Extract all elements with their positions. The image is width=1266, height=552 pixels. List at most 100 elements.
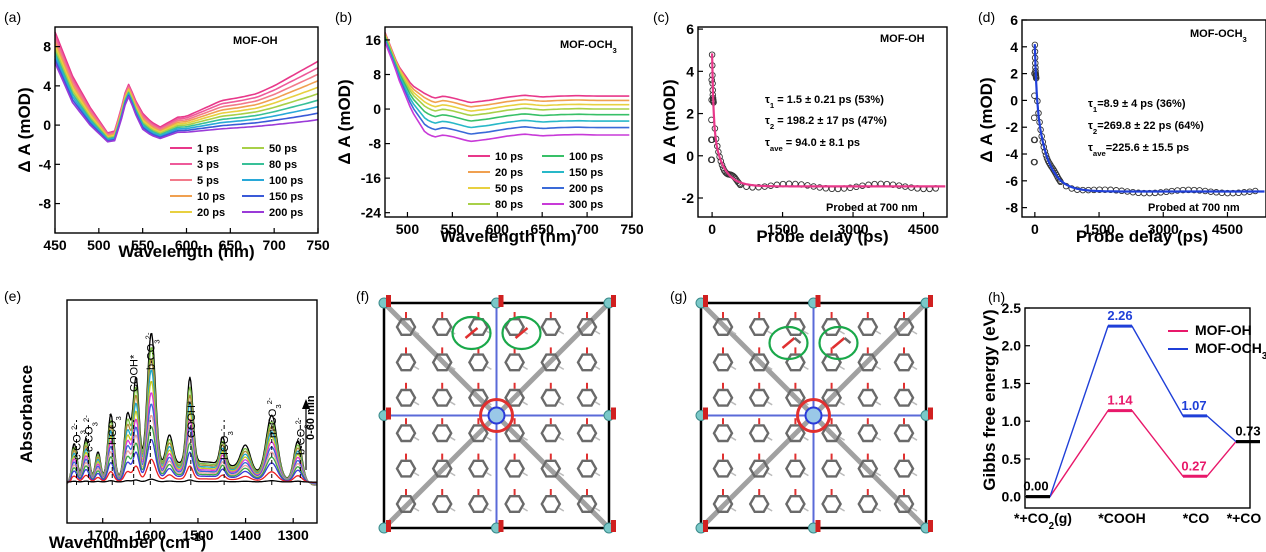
panel-label: (d): [978, 9, 995, 25]
hydrogen-bond: [767, 437, 772, 440]
y-tick-label: -24: [361, 205, 381, 221]
methyl-group: [795, 338, 801, 343]
x-tick-label: 500: [396, 221, 420, 237]
hydrogen-bond: [486, 437, 491, 440]
benzene-ring: [823, 461, 841, 477]
panel-label: (f): [356, 288, 369, 304]
panel-label-b: (b): [335, 9, 352, 25]
peak-label: HCO3-: [105, 413, 123, 445]
y-axis-label: Δ A (mOD): [977, 77, 996, 162]
y-axis-label: Δ A (mOD): [15, 87, 34, 172]
hydrogen-bond: [559, 402, 564, 405]
metal-node: [806, 408, 822, 424]
oxygen-atom: [816, 520, 821, 532]
hydrogen-bond: [486, 473, 491, 476]
benzene-ring: [578, 461, 596, 477]
energy-path: [1026, 411, 1260, 497]
category-label: *+CO2(g): [1014, 510, 1072, 532]
oxygen-atom: [928, 520, 933, 532]
y-tick-label: 6: [1010, 12, 1018, 28]
hydrogen-bond: [767, 331, 772, 334]
hydrogen-bond: [523, 366, 528, 369]
legend-label: 20 ps: [495, 167, 523, 179]
benzene-ring: [859, 319, 877, 335]
y-tick-label: 2.0: [1002, 338, 1022, 354]
hydrogen-bond: [559, 331, 564, 334]
x-tick-label: 700: [575, 221, 599, 237]
hydrogen-bond: [523, 402, 528, 405]
hydrogen-bond: [559, 437, 564, 440]
benzene-ring: [714, 355, 732, 371]
y-tick-label: 0: [373, 101, 381, 117]
category-label: *COOH: [1098, 510, 1145, 526]
oxygen-atom: [499, 295, 504, 307]
oxygen-atom: [816, 295, 821, 307]
legend-label: 20 ps: [197, 207, 225, 219]
hydrogen-bond: [559, 508, 564, 511]
hydrogen-bond: [876, 366, 881, 369]
methyl-group: [845, 338, 851, 343]
legend-label: 50 ps: [269, 143, 297, 155]
category-label: *CO: [1183, 510, 1210, 526]
benzene-ring: [750, 425, 768, 441]
oxygen-atom: [611, 295, 616, 307]
peak-label: COOH*: [186, 400, 198, 438]
benzene-ring: [895, 425, 913, 441]
hydrogen-bond: [767, 402, 772, 405]
benzene-ring: [542, 319, 560, 335]
hydrogen-bond: [450, 508, 455, 511]
benzene-ring: [823, 496, 841, 512]
hydrogen-bond: [414, 437, 419, 440]
panel-label-a: (a): [4, 9, 21, 25]
legend-label: 100 ps: [569, 151, 603, 163]
legend-label: 100 ps: [269, 175, 303, 187]
y-tick-label: 8: [43, 39, 51, 55]
x-tick-label: 1300: [278, 527, 309, 543]
probe-note: Probed at 700 nm: [826, 202, 918, 214]
oxygen-atom: [499, 520, 504, 532]
legend-label: 1 ps: [197, 143, 219, 155]
y-tick-label: 4: [43, 78, 51, 94]
oxygen-atom: [703, 520, 708, 532]
benzene-ring: [714, 425, 732, 441]
x-tick-label: 0: [708, 221, 716, 237]
hydrogen-bond: [450, 437, 455, 440]
hydrogen-bond: [767, 508, 772, 511]
data-point: [1031, 115, 1037, 121]
hydrogen-bond: [414, 508, 419, 511]
oxygen-atom: [386, 295, 391, 307]
benzene-ring: [786, 496, 804, 512]
benzene-ring: [433, 390, 451, 406]
hydrogen-bond: [876, 508, 881, 511]
legend-label: 200 ps: [569, 183, 603, 195]
benzene-ring: [859, 496, 877, 512]
benzene-ring: [542, 425, 560, 441]
y-tick-label: -2: [682, 190, 695, 206]
hydrogen-bond: [595, 331, 600, 334]
tau-annotation: τave = 94.0 ± 8.1 ps: [765, 137, 860, 153]
oxygen-atom: [703, 408, 708, 420]
tau-annotation: τ2=269.8 ± 22 ps (64%): [1088, 120, 1204, 136]
y-axis-label: Absorbance: [17, 365, 36, 463]
oxygen-atom: [928, 408, 933, 420]
x-axis-label: Wavenumber (cm: [49, 533, 190, 552]
hydrogen-bond: [450, 473, 455, 476]
y-tick-label: 0: [1010, 92, 1018, 108]
benzene-ring: [433, 425, 451, 441]
hydrogen-bond: [803, 437, 808, 440]
x-tick-label: 0: [1031, 221, 1039, 237]
benzene-ring: [714, 390, 732, 406]
value-label: 0.73: [1235, 424, 1260, 439]
hydrogen-bond: [767, 473, 772, 476]
legend-label: 150 ps: [269, 191, 303, 203]
benzene-ring: [506, 355, 524, 371]
tau-annotation: τave=225.6 ± 15.5 ps: [1088, 142, 1189, 158]
x-tick-label: 1400: [230, 527, 261, 543]
oxygen-atom: [386, 408, 391, 420]
y-tick-label: -8: [39, 196, 52, 212]
hydrogen-bond: [912, 473, 917, 476]
value-label: 1.07: [1181, 398, 1206, 413]
hydrogen-bond: [912, 366, 917, 369]
hydrogen-bond: [803, 508, 808, 511]
fit-curve: [1035, 44, 1265, 191]
